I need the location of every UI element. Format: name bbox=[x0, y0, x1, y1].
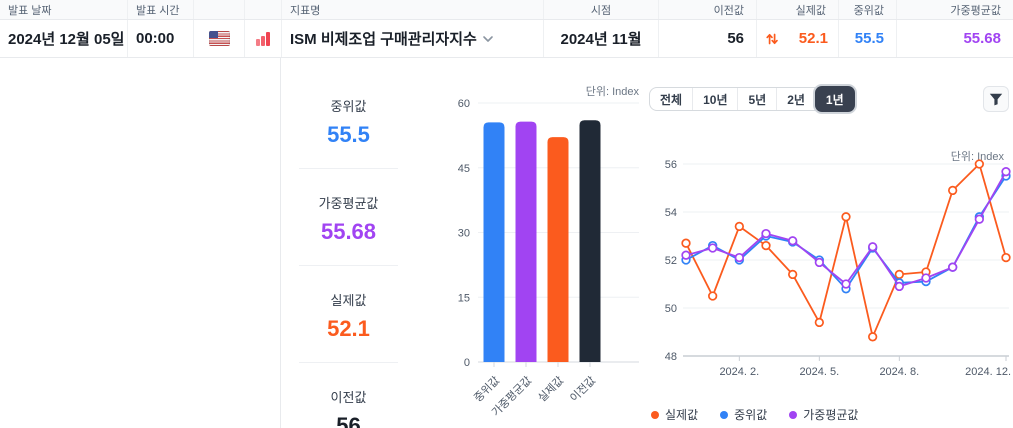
actual-cell: 52.1 bbox=[756, 20, 838, 57]
line-chart-svg: 단위: Index 48 50 52 54 56 2024. 2. 2024. 5. 2024.… bbox=[665, 150, 1011, 378]
stat-actual: 실제값 52.1 bbox=[281, 266, 416, 362]
history-line-chart: 단위: Index 48 50 52 54 56 2024. 2. 2024. 5. 2024.… bbox=[649, 138, 1011, 388]
filter-icon bbox=[989, 93, 1003, 106]
legend-dot bbox=[720, 410, 729, 419]
legend-label: 실제값 bbox=[665, 408, 699, 422]
svg-text:56: 56 bbox=[665, 159, 677, 171]
legend-dot bbox=[789, 410, 798, 419]
svg-text:50: 50 bbox=[665, 303, 677, 315]
legend-label: 가중평균값 bbox=[803, 408, 859, 422]
table-row[interactable]: 2024년 12월 05일 00:00 ISM 비제조업 구매관리자지수 202… bbox=[0, 20, 1013, 58]
header-actual: 실제값 bbox=[756, 0, 838, 19]
chevron-down-icon[interactable] bbox=[483, 35, 493, 42]
actual-value: 52.1 bbox=[798, 30, 828, 47]
svg-text:60: 60 bbox=[458, 98, 470, 110]
svg-text:실제값: 실제값 bbox=[535, 374, 566, 405]
stat-value: 52.1 bbox=[327, 316, 370, 341]
stat-value: 55.5 bbox=[327, 122, 370, 147]
tab-1y[interactable]: 1년 bbox=[814, 86, 855, 112]
svg-text:30: 30 bbox=[458, 228, 470, 240]
svg-text:45: 45 bbox=[458, 163, 470, 175]
legend-item-weighted-avg: 가중평균값 bbox=[789, 406, 858, 423]
bar-chart-icon bbox=[256, 31, 270, 46]
indicator-name: ISM 비제조업 구매관리자지수 bbox=[290, 31, 477, 48]
stat-value: 55.68 bbox=[320, 219, 377, 244]
svg-text:15: 15 bbox=[458, 292, 470, 304]
stat-label: 중위값 bbox=[330, 99, 367, 114]
svg-text:52: 52 bbox=[665, 255, 677, 267]
weighted-avg-value: 55.68 bbox=[896, 20, 1013, 57]
stat-label: 실제값 bbox=[330, 293, 367, 308]
tab-10y[interactable]: 10년 bbox=[692, 88, 737, 110]
period-value: 2024년 11월 bbox=[543, 20, 658, 57]
svg-text:48: 48 bbox=[665, 351, 677, 363]
header-time: 발표 시간 bbox=[127, 0, 193, 19]
indicator-name-cell[interactable]: ISM 비제조업 구매관리자지수 bbox=[281, 20, 543, 57]
header-median: 중위값 bbox=[838, 0, 896, 19]
summary-bar-chart: 단위: Index 0 15 30 45 60 중위값 가중평균값 실제값 이전값 bbox=[439, 83, 644, 419]
filter-button[interactable] bbox=[983, 86, 1009, 112]
header-previous: 이전값 bbox=[658, 0, 756, 19]
svg-text:2024. 2.: 2024. 2. bbox=[719, 366, 759, 378]
legend-item-median: 중위값 bbox=[720, 406, 767, 423]
country-cell bbox=[193, 20, 244, 57]
previous-value: 56 bbox=[658, 20, 756, 57]
legend-label: 중위값 bbox=[734, 408, 768, 422]
stats-panel: 중위값 55.5 가중평균값 55.68 실제값 52.1 이전값 56 bbox=[281, 58, 416, 428]
release-time: 00:00 bbox=[127, 20, 193, 57]
stat-label: 가중평균값 bbox=[318, 196, 379, 211]
svg-text:0: 0 bbox=[464, 357, 470, 369]
legend-item-actual: 실제값 bbox=[651, 406, 698, 423]
header-period: 시점 bbox=[543, 0, 658, 19]
svg-text:2024. 8.: 2024. 8. bbox=[879, 366, 919, 378]
header-date: 발표 날짜 bbox=[8, 4, 52, 17]
header-chart bbox=[244, 0, 281, 19]
tab-5y[interactable]: 5년 bbox=[737, 88, 776, 110]
divider bbox=[299, 168, 398, 169]
svg-text:2024. 5.: 2024. 5. bbox=[799, 366, 839, 378]
table-header-row: 발표 날짜 발표 시간 지표명 시점 이전값 실제값 중위값 가중평균값 bbox=[0, 0, 1013, 20]
svg-text:중위값: 중위값 bbox=[471, 374, 502, 405]
svg-text:단위: Index: 단위: Index bbox=[951, 150, 1005, 163]
us-flag-icon bbox=[208, 31, 230, 46]
svg-text:54: 54 bbox=[665, 207, 677, 219]
divider bbox=[299, 265, 398, 266]
header-indicator: 지표명 bbox=[281, 0, 543, 19]
header-weighted-avg: 가중평균값 bbox=[896, 0, 1013, 19]
stat-weighted-avg: 가중평균값 55.68 bbox=[281, 169, 416, 265]
stat-median: 중위값 55.5 bbox=[281, 58, 416, 168]
stat-label: 이전값 bbox=[330, 390, 367, 405]
divider bbox=[299, 362, 398, 363]
stat-previous: 이전값 56 bbox=[281, 363, 416, 428]
swap-arrows-icon bbox=[765, 32, 779, 46]
svg-text:단위: Index: 단위: Index bbox=[586, 85, 640, 98]
svg-text:2024. 12.: 2024. 12. bbox=[965, 366, 1011, 378]
svg-text:이전값: 이전값 bbox=[567, 374, 598, 405]
chart-legend: 실제값 중위값 가중평균값 bbox=[651, 406, 858, 423]
legend-dot bbox=[651, 410, 659, 419]
tab-2y[interactable]: 2년 bbox=[776, 88, 815, 110]
detail-panel: 중위값 55.5 가중평균값 55.68 실제값 52.1 이전값 56 단위:… bbox=[280, 58, 1013, 428]
period-tab-group: 전체 10년 5년 2년 1년 bbox=[649, 86, 855, 112]
tab-all[interactable]: 전체 bbox=[660, 92, 683, 107]
release-date: 2024년 12월 05일 bbox=[8, 31, 125, 48]
header-country bbox=[193, 0, 244, 19]
median-value: 55.5 bbox=[838, 20, 896, 57]
chart-cell[interactable] bbox=[244, 20, 281, 57]
stat-value: 56 bbox=[336, 413, 361, 428]
